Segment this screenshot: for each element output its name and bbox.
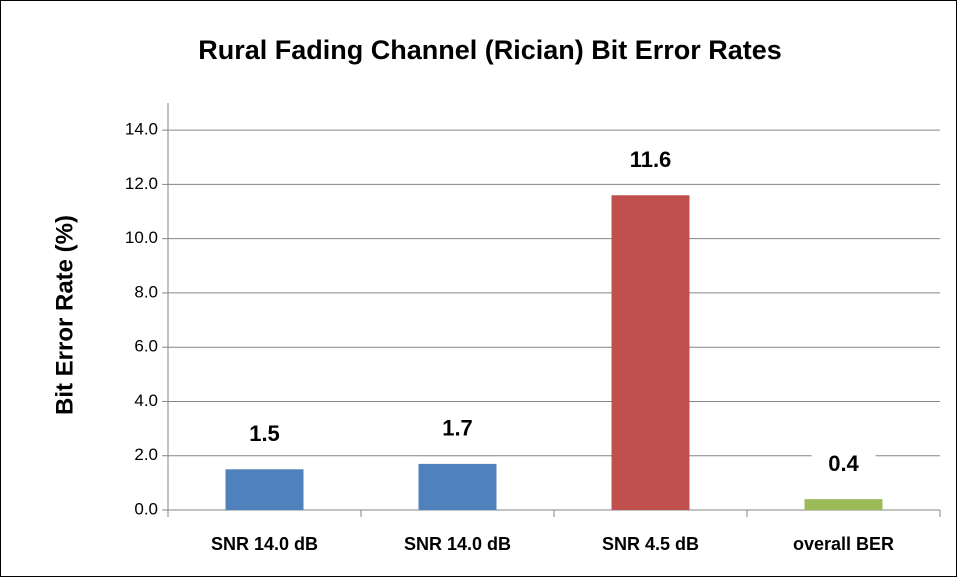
y-axis-label: Bit Error Rate (%)	[51, 215, 78, 415]
y-tick-label: 2.0	[134, 445, 158, 464]
data-label: 1.7	[442, 416, 473, 441]
data-label-bg	[618, 143, 683, 178]
bar	[804, 499, 883, 510]
x-tick-label: SNR 4.5 dB	[602, 534, 699, 554]
data-label-bg	[811, 447, 876, 482]
data-label: 0.4	[828, 451, 859, 476]
y-tick-label: 10.0	[125, 228, 158, 247]
data-label: 11.6	[630, 147, 672, 172]
data-label-bg	[232, 417, 297, 452]
y-tick-label: 8.0	[134, 282, 158, 301]
x-tick-label: overall BER	[793, 534, 894, 554]
bar	[418, 463, 497, 510]
y-tick-label: 4.0	[134, 391, 158, 410]
x-tick-label: SNR 14.0 dB	[211, 534, 318, 554]
y-tick-label: 14.0	[125, 120, 158, 139]
bar	[611, 195, 690, 510]
chart-title: Rural Fading Channel (Rician) Bit Error …	[198, 35, 782, 65]
bar	[225, 469, 304, 510]
y-tick-label: 12.0	[125, 174, 158, 193]
y-tick-label: 0.0	[134, 499, 158, 518]
data-label: 1.5	[249, 421, 280, 446]
y-tick-label: 6.0	[134, 337, 158, 356]
data-label-bg	[425, 411, 490, 446]
x-tick-label: SNR 14.0 dB	[404, 534, 511, 554]
